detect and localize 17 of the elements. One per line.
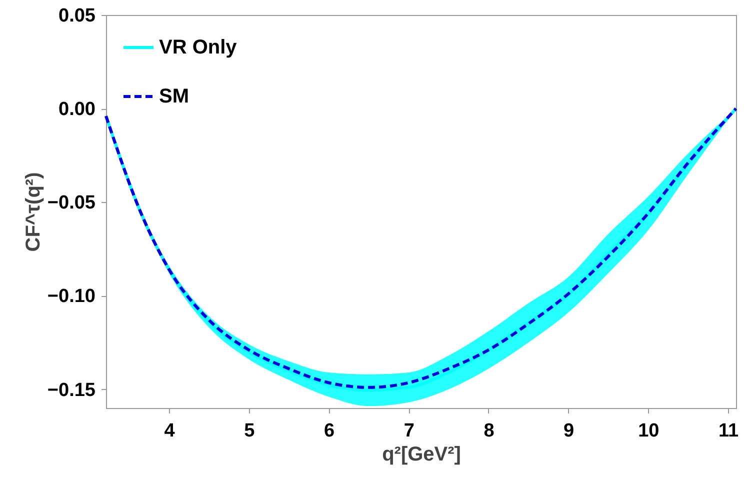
y-axis-title: CF^τ(q²) — [22, 172, 44, 252]
y-tick-label: −0.10 — [47, 286, 96, 308]
x-tick-label: 8 — [484, 420, 494, 442]
y-tick-label: −0.15 — [47, 380, 96, 401]
x-tick-label: 4 — [164, 420, 176, 442]
x-axis-title: q²[GeV²] — [382, 444, 461, 466]
x-tick-label: 7 — [404, 420, 414, 442]
y-tick-label: 0.00 — [58, 99, 96, 120]
y-tick-label: 0.05 — [58, 6, 96, 26]
legend-label: VR Only — [159, 36, 238, 58]
x-tick-label: 9 — [564, 420, 574, 442]
x-tick-label: 6 — [324, 420, 335, 442]
legend-label: SM — [159, 86, 189, 108]
x-tick-label: 11 — [718, 420, 739, 442]
y-tick-label: −0.05 — [47, 192, 96, 214]
x-tick-label: 10 — [638, 420, 660, 442]
x-tick-label: 5 — [244, 420, 256, 442]
